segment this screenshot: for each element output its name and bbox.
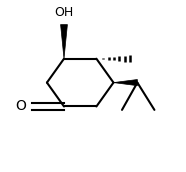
Text: OH: OH bbox=[54, 6, 74, 19]
Text: O: O bbox=[16, 99, 26, 114]
Polygon shape bbox=[113, 79, 137, 86]
Polygon shape bbox=[61, 25, 67, 59]
